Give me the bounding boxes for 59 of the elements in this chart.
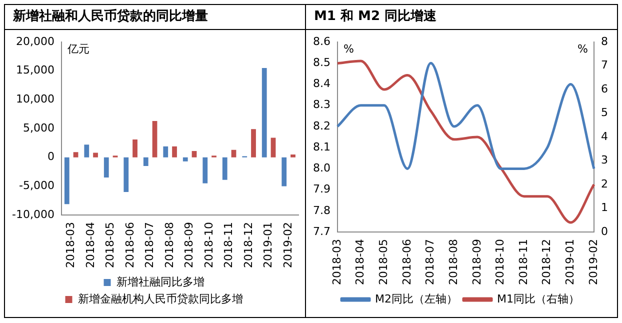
y-tick-label: 8.2 xyxy=(312,119,330,132)
y-tick-label: 7.8 xyxy=(312,204,330,217)
y-tick-label: 10,000 xyxy=(16,92,54,106)
x-tick-label: 2018-04 xyxy=(354,239,367,286)
y2-tick-label: 3 xyxy=(601,154,608,167)
legend-label: 新增金融机构人民币贷款同比多增 xyxy=(78,292,243,306)
y2-tick-label: 5 xyxy=(601,106,608,120)
x-tick-label: 2019-02 xyxy=(586,239,600,286)
x-tick-label: 2018-05 xyxy=(104,222,117,268)
y-tick-label: 8.1 xyxy=(312,140,330,154)
y-axis-title: 亿元 xyxy=(66,42,90,56)
y2-tick-label: 1 xyxy=(601,201,608,214)
y2-tick-label: 0 xyxy=(601,224,608,238)
y-tick-label: -10,000 xyxy=(12,208,54,221)
y2-tick-label: 6 xyxy=(601,82,608,96)
x-tick-label: 2018-12 xyxy=(242,222,255,268)
x-tick-label: 2018-09 xyxy=(182,222,196,268)
y-tick-label: 0 xyxy=(47,150,54,164)
y-tick-label: 15,000 xyxy=(16,64,54,77)
y2-tick-label: 7 xyxy=(601,58,608,72)
x-tick-label: 2019-01 xyxy=(262,222,275,268)
x-tick-label: 2018-04 xyxy=(84,222,97,268)
x-tick-label: 2018-08 xyxy=(162,222,176,268)
x-tick-label: 2018-03 xyxy=(330,239,344,286)
x-tick-label: 2018-05 xyxy=(376,239,390,286)
y-tick-label: 8.0 xyxy=(312,162,330,175)
x-tick-label: 2018-12 xyxy=(540,239,554,286)
x-tick-label: 2019-02 xyxy=(281,222,294,268)
x-tick-label: 2018-11 xyxy=(516,239,530,286)
y-tick-label: -5,000 xyxy=(18,179,54,192)
y2-tick-label: 2 xyxy=(601,177,608,190)
x-tick-label: 2018-08 xyxy=(446,239,460,286)
x-tick-label: 2018-10 xyxy=(202,222,216,268)
y-tick-label: 20,000 xyxy=(16,34,54,48)
legend-label: M2同比（左轴） xyxy=(375,292,458,306)
x-tick-label: 2018-07 xyxy=(143,222,156,268)
x-tick-label: 2019-01 xyxy=(564,239,577,286)
legend-label: 新增社融同比多增 xyxy=(116,275,204,288)
y-tick-label: 7.9 xyxy=(312,182,330,196)
y2-tick-label: 8 xyxy=(601,34,608,48)
x-tick-label: 2018-11 xyxy=(222,222,236,268)
x-tick-label: 2018-06 xyxy=(123,222,136,268)
y2-axis-title: % xyxy=(578,42,588,56)
chart-title: 新增社融和人民币贷款的同比增量 xyxy=(5,5,305,30)
y-tick-label: 8.3 xyxy=(312,98,330,112)
x-tick-label: 2018-03 xyxy=(64,222,78,268)
y-tick-label: 5,000 xyxy=(22,121,54,134)
y-tick-label: 8.5 xyxy=(312,56,330,69)
y-tick-label: 7.7 xyxy=(312,224,330,238)
chart-title: M1 和 M2 同比增速 xyxy=(306,5,617,30)
y-tick-label: 8.6 xyxy=(312,34,330,48)
x-tick-label: 2018-10 xyxy=(494,239,507,286)
y-axis-title: % xyxy=(343,42,354,56)
x-tick-label: 2018-09 xyxy=(470,239,484,286)
x-tick-label: 2018-07 xyxy=(424,239,437,286)
x-tick-label: 2018-06 xyxy=(400,239,414,286)
y-tick-label: 8.4 xyxy=(312,77,330,90)
legend-label: M1同比（右轴） xyxy=(497,292,580,306)
y2-tick-label: 4 xyxy=(601,130,608,143)
